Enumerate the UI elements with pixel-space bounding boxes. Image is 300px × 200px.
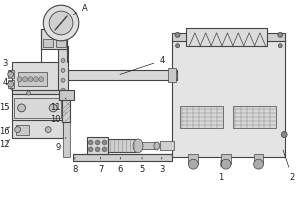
Circle shape	[49, 11, 73, 35]
Circle shape	[61, 98, 65, 102]
Circle shape	[278, 32, 283, 37]
Bar	[73, 154, 172, 161]
Bar	[43, 39, 53, 47]
Bar	[59, 90, 74, 100]
Circle shape	[61, 88, 65, 92]
Bar	[179, 106, 223, 128]
Bar	[14, 98, 61, 118]
Bar	[187, 28, 267, 46]
Circle shape	[95, 147, 100, 152]
Circle shape	[22, 77, 28, 82]
Bar	[160, 141, 174, 150]
Bar	[12, 90, 66, 96]
Circle shape	[88, 147, 93, 152]
Circle shape	[102, 147, 107, 152]
Text: 7: 7	[98, 157, 103, 174]
Circle shape	[95, 140, 100, 145]
Bar	[58, 46, 68, 105]
Bar	[172, 72, 177, 78]
Circle shape	[221, 159, 231, 169]
Text: 4: 4	[120, 56, 164, 74]
Bar	[18, 72, 47, 86]
Text: 3: 3	[2, 59, 12, 72]
Bar	[8, 80, 14, 88]
Text: 10: 10	[50, 113, 66, 124]
Bar	[41, 29, 67, 49]
Circle shape	[88, 140, 93, 145]
Bar	[62, 100, 70, 122]
Ellipse shape	[154, 142, 160, 150]
Circle shape	[8, 71, 14, 77]
Circle shape	[102, 140, 107, 145]
Circle shape	[43, 5, 79, 41]
Circle shape	[61, 59, 65, 62]
Text: 2: 2	[283, 150, 295, 182]
Circle shape	[28, 77, 33, 82]
Text: 5: 5	[140, 157, 145, 174]
Circle shape	[281, 132, 287, 138]
Bar	[138, 142, 156, 149]
Circle shape	[188, 159, 198, 169]
Text: A: A	[73, 4, 88, 15]
Bar	[233, 106, 276, 128]
Bar	[168, 68, 176, 82]
Circle shape	[61, 78, 65, 82]
Bar	[254, 154, 263, 164]
Circle shape	[15, 127, 21, 133]
Bar	[16, 125, 29, 135]
Text: 16: 16	[0, 127, 10, 136]
Bar	[56, 39, 66, 47]
Circle shape	[176, 44, 179, 48]
Circle shape	[175, 32, 180, 37]
Bar	[58, 70, 177, 80]
Circle shape	[49, 104, 57, 112]
Circle shape	[26, 91, 31, 95]
Text: 11: 11	[50, 98, 66, 112]
Circle shape	[8, 81, 14, 87]
Text: 1: 1	[218, 160, 224, 182]
Circle shape	[17, 77, 22, 82]
Circle shape	[254, 159, 263, 169]
Bar	[172, 33, 285, 41]
Bar	[109, 139, 136, 152]
Circle shape	[45, 127, 51, 133]
Text: 12: 12	[0, 139, 10, 149]
Bar	[221, 154, 231, 164]
Circle shape	[18, 104, 26, 112]
Bar	[12, 120, 63, 138]
Circle shape	[39, 77, 44, 82]
Bar	[8, 70, 14, 78]
Text: 15: 15	[0, 103, 10, 112]
Circle shape	[33, 77, 38, 82]
Ellipse shape	[133, 139, 143, 153]
Circle shape	[61, 68, 65, 72]
Text: 3: 3	[159, 157, 164, 174]
Bar	[63, 96, 70, 157]
Bar	[172, 39, 285, 157]
Circle shape	[278, 44, 282, 48]
Text: 8: 8	[72, 157, 78, 174]
Text: 6: 6	[118, 157, 123, 174]
Bar	[12, 62, 63, 92]
Bar	[87, 137, 109, 154]
Bar	[12, 94, 63, 122]
Text: 9: 9	[56, 138, 66, 152]
Bar	[188, 154, 198, 164]
Text: 4: 4	[2, 78, 12, 90]
